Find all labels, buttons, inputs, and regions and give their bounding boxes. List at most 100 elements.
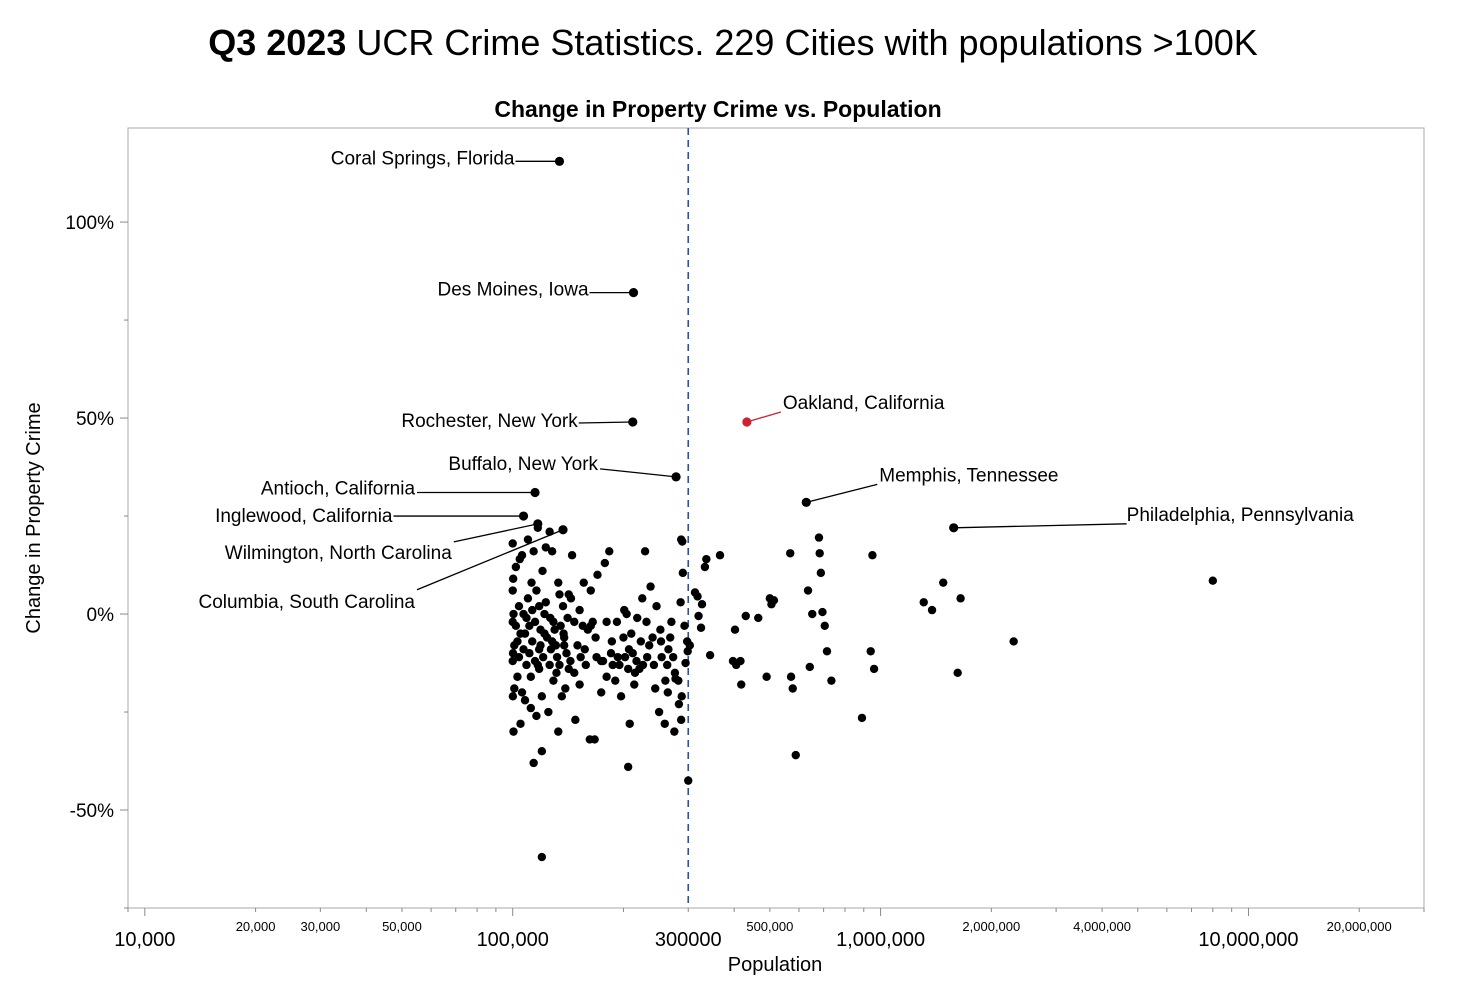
chart-title: Change in Property Crime vs. Population [494, 96, 941, 122]
data-point [513, 672, 522, 681]
labeled-point [949, 523, 959, 533]
data-point [526, 672, 536, 681]
data-point [550, 625, 559, 634]
point-label: Antioch, California [261, 479, 416, 500]
data-point [528, 637, 537, 646]
data-point [593, 570, 602, 580]
data-point [508, 586, 517, 595]
data-point [827, 676, 836, 685]
point-label: Rochester, New York [401, 411, 578, 432]
leader-line [953, 523, 1127, 529]
data-point [1208, 576, 1218, 585]
data-point [676, 535, 686, 544]
data-point [523, 594, 533, 603]
data-point [737, 680, 746, 689]
x-tick-label: 50,000 [382, 919, 422, 934]
data-point [545, 527, 554, 536]
data-point [624, 645, 634, 654]
data-point [690, 588, 700, 597]
x-tick-label: 20,000 [236, 919, 276, 934]
data-point [814, 533, 824, 542]
data-point [638, 594, 647, 603]
x-tick-label: 20,000,000 [1327, 919, 1392, 934]
data-point [544, 707, 553, 717]
data-point [607, 637, 617, 646]
leader-line [600, 468, 677, 478]
data-point [620, 652, 630, 662]
x-tick-label: 10,000 [114, 929, 175, 951]
data-point [623, 664, 633, 674]
point-label: Buffalo, New York [448, 454, 598, 475]
leader-line [453, 523, 538, 543]
data-point [630, 680, 639, 689]
y-axis: 100% 50% 0% -50% [65, 213, 128, 909]
labeled-point [530, 487, 540, 498]
data-point [534, 645, 544, 654]
data-point [715, 551, 725, 560]
leader-line [416, 529, 564, 591]
data-point [509, 727, 518, 736]
highlighted-point [742, 417, 752, 427]
data-points [508, 156, 1218, 862]
data-point [684, 776, 693, 785]
data-point [786, 549, 795, 558]
data-point [526, 703, 536, 713]
data-point [632, 656, 641, 666]
data-point [666, 633, 675, 642]
point-label: Memphis, Tennessee [879, 465, 1058, 486]
data-point [547, 547, 557, 556]
y-tick-label: 100% [65, 213, 114, 234]
data-point [563, 613, 572, 623]
data-point [953, 668, 962, 678]
data-point [558, 601, 568, 611]
x-axis: 10,000 20,000 30,000 50,000 100,000 300000 500… [114, 908, 1425, 951]
data-point [663, 660, 672, 670]
data-point [600, 558, 610, 568]
y-tick-label: -50% [70, 801, 114, 822]
data-point [508, 649, 518, 658]
data-point [538, 652, 548, 662]
data-point [791, 750, 800, 760]
data-point [636, 637, 646, 646]
data-point [532, 711, 541, 721]
data-point [545, 660, 554, 670]
data-point [820, 621, 829, 630]
data-point [613, 652, 622, 662]
headline-rest: UCR Crime Statistics. 229 Cities with po… [346, 22, 1258, 63]
data-point [822, 647, 832, 656]
data-point [616, 692, 626, 701]
data-point [529, 758, 538, 768]
labeled-point [518, 511, 529, 521]
data-point [681, 658, 690, 668]
data-point [571, 715, 580, 725]
data-point [927, 605, 937, 615]
leader-line [578, 421, 633, 424]
x-tick-label: 2,000,000 [962, 919, 1020, 934]
labeled-point [558, 525, 568, 535]
data-point [554, 578, 563, 587]
data-point [668, 652, 678, 662]
data-point [602, 672, 611, 681]
data-point [630, 668, 640, 678]
data-point [611, 676, 620, 685]
data-point [537, 852, 547, 862]
x-tick-label: 4,000,000 [1073, 919, 1131, 934]
data-point [661, 676, 670, 685]
point-label: Oakland, California [783, 393, 945, 414]
labeled-point [628, 288, 639, 298]
data-point [509, 609, 518, 619]
leader-line [806, 483, 878, 503]
data-point [522, 660, 531, 670]
data-point [788, 684, 797, 693]
data-point [642, 652, 652, 662]
data-point [508, 574, 518, 583]
data-point [678, 568, 688, 578]
data-point [786, 672, 796, 681]
x-tick-label: 1,000,000 [836, 929, 925, 951]
data-point [552, 668, 561, 678]
labeled-point [801, 497, 811, 507]
data-point [657, 652, 666, 662]
data-point [670, 727, 679, 736]
data-point [517, 688, 527, 697]
data-point [508, 617, 517, 627]
